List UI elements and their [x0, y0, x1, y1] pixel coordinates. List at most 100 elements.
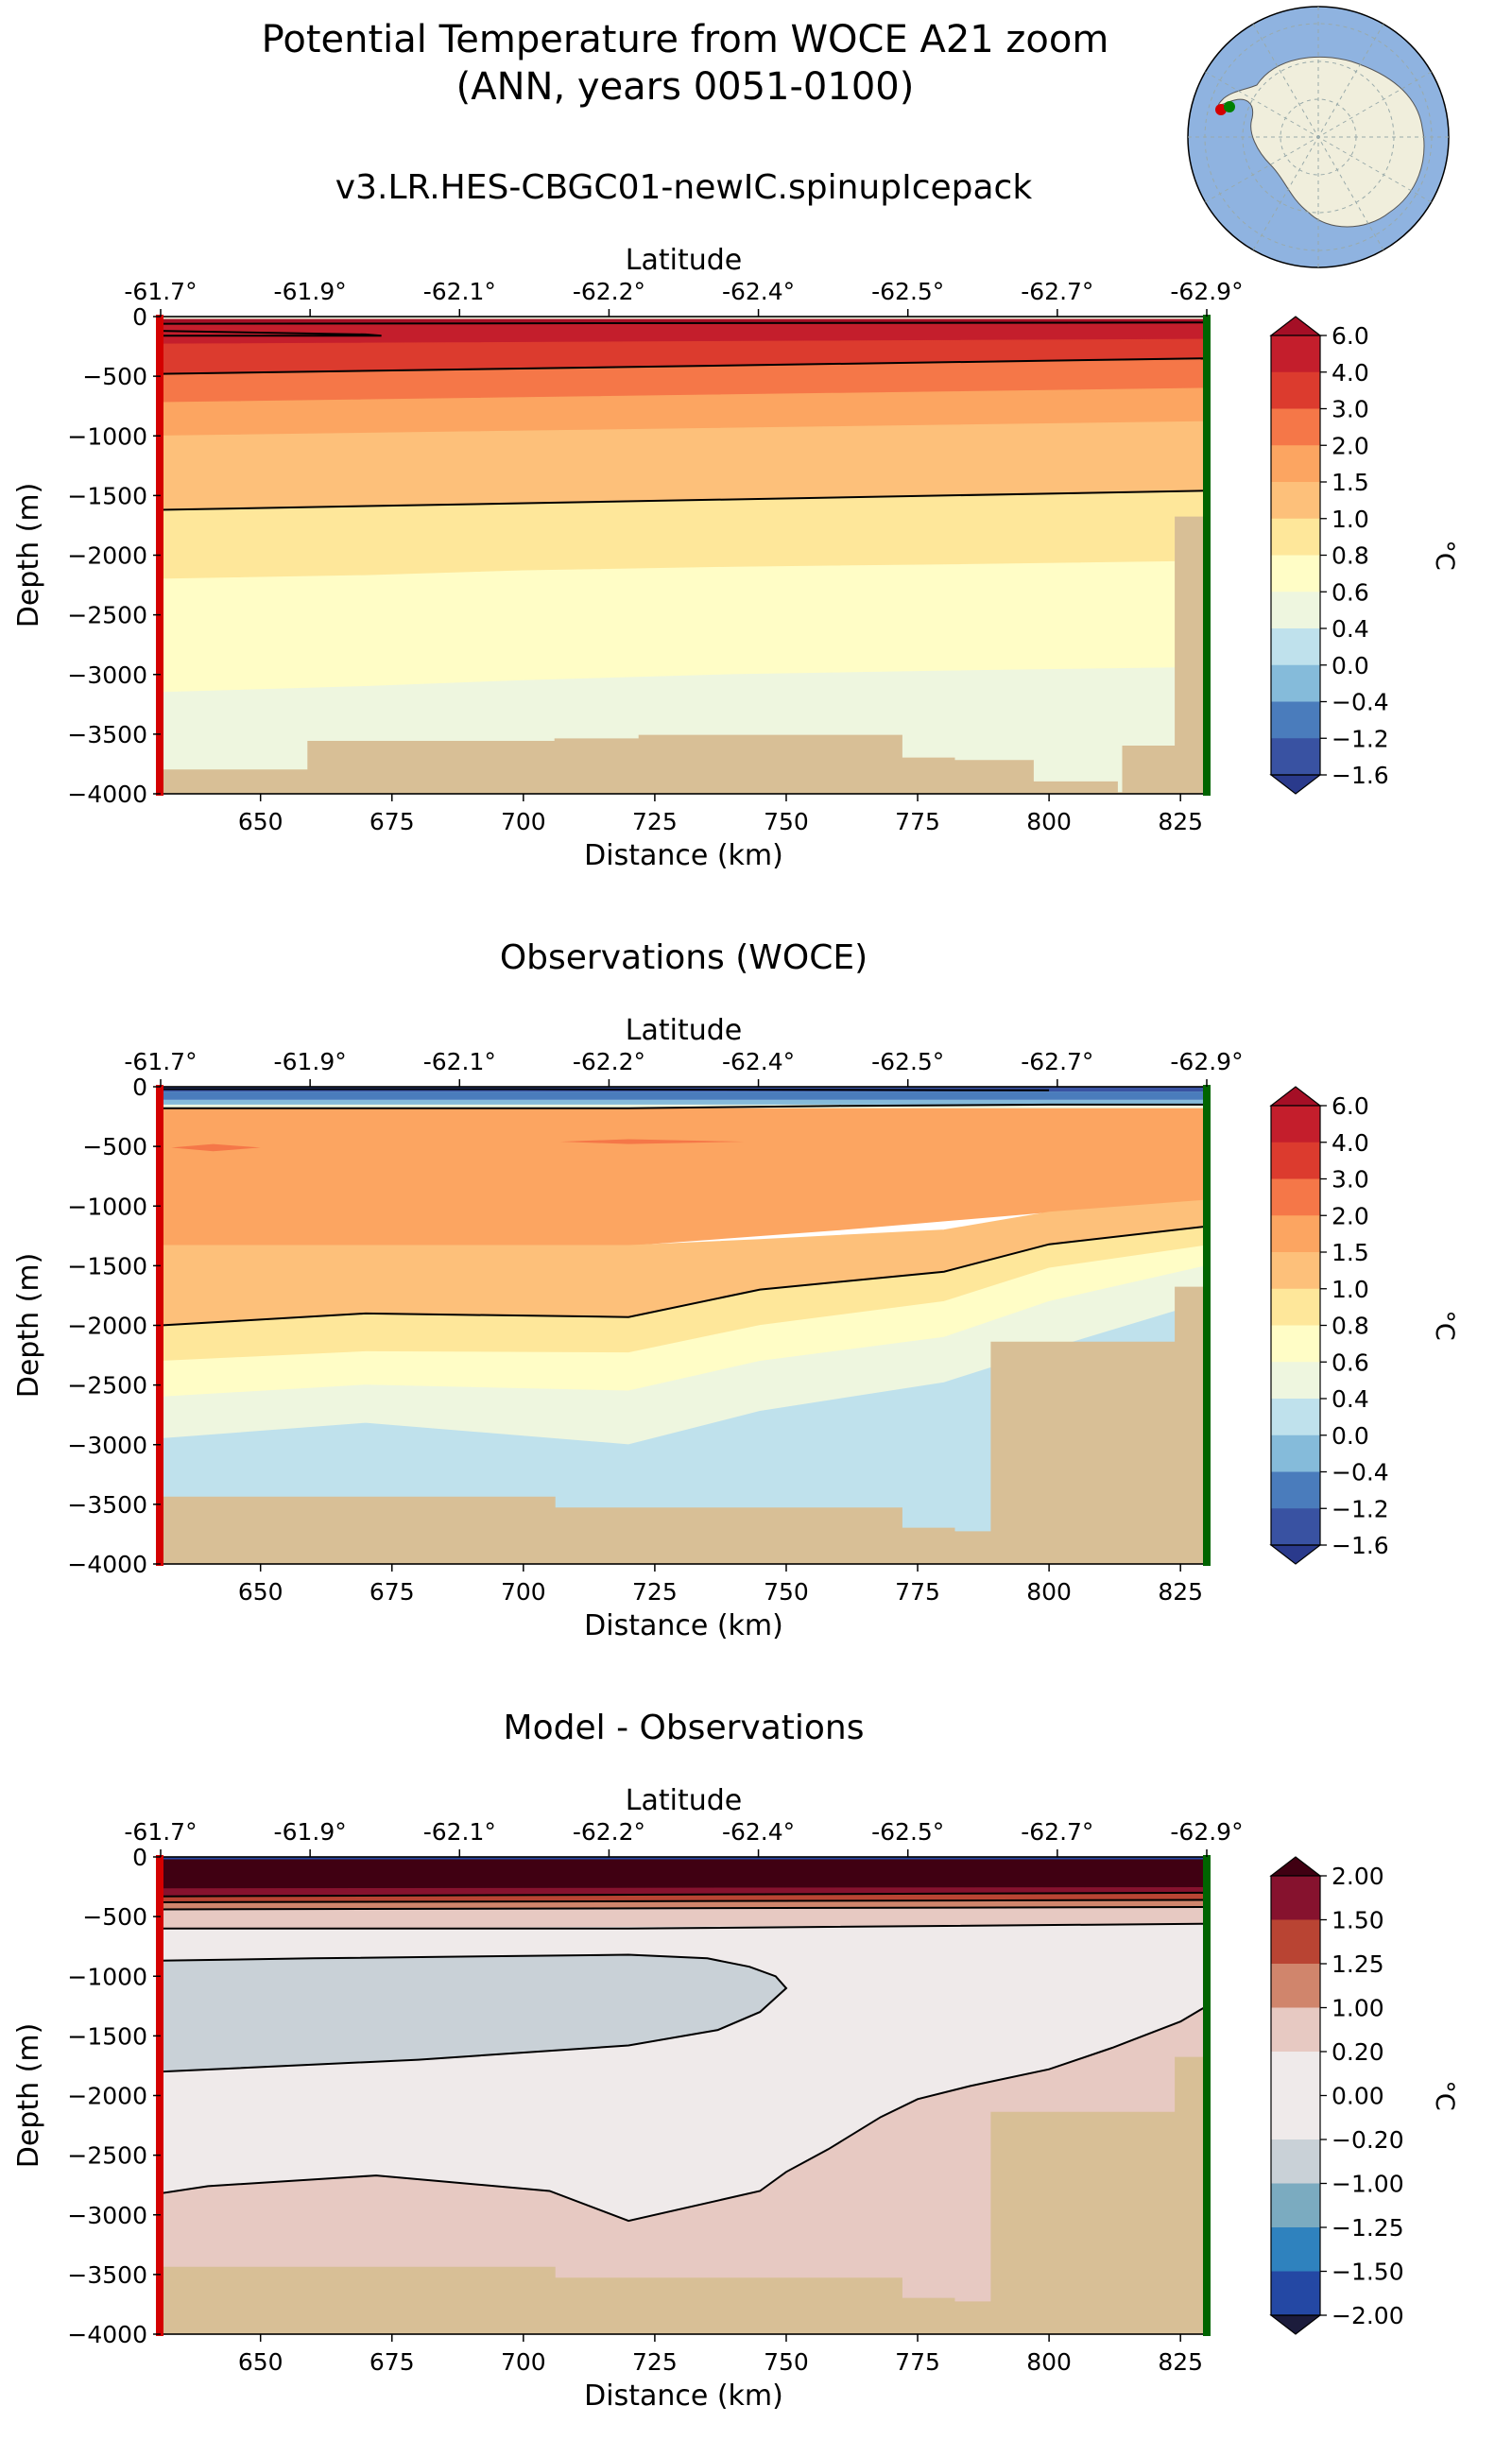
top-axis-label: Latitude	[626, 244, 742, 277]
contour-blob	[171, 1143, 261, 1152]
y-tick-label: −2000	[67, 2083, 147, 2110]
lat-tick-label: -62.1°	[423, 1818, 496, 1846]
x-tick-label: 775	[895, 1578, 940, 1606]
y-tick-label: −4000	[67, 781, 147, 808]
lat-tick-label: -62.9°	[1170, 1818, 1243, 1846]
contour-blob	[559, 1139, 745, 1144]
lat-tick-label: -61.7°	[124, 278, 197, 305]
colorbar-tick-label: 3.0	[1332, 1166, 1369, 1194]
bathymetry-land	[161, 2056, 1207, 2334]
colorbar-swatch	[1271, 2007, 1320, 2053]
y-tick-label: −4000	[67, 2321, 147, 2348]
colorbar-tick-label: 4.0	[1332, 359, 1369, 387]
contour-band	[161, 421, 1207, 510]
colorbar: 2.00 1.50 1.25 1.00 0.20 0.00 −0.20 −1.00 −1.25 −…	[1269, 1856, 1459, 2335]
colorbar-tick-label: −1.6	[1332, 1532, 1389, 1559]
colorbar-swatch	[1271, 371, 1320, 409]
colorbar-swatch	[1271, 1106, 1320, 1143]
colorbar-tick-label: 1.25	[1332, 1950, 1384, 1978]
colorbar-swatch	[1271, 2052, 1320, 2096]
contour-line	[161, 1225, 1207, 1327]
contour-line	[161, 1088, 1050, 1091]
lat-tick-label: -62.5°	[871, 1048, 944, 1075]
colorbar-swatch	[1271, 1964, 1320, 2008]
colorbar-swatch	[1271, 628, 1320, 666]
y-tick-label: −1000	[67, 422, 147, 450]
contour-line	[161, 1922, 1207, 1930]
lat-tick-label: -61.9°	[274, 278, 347, 305]
contour-line	[161, 1891, 1207, 1898]
y-tick-label: −2500	[67, 2142, 147, 2170]
lat-tick-label: -62.9°	[1170, 1048, 1243, 1075]
lat-tick-label: -61.9°	[274, 1818, 347, 1846]
x-axis-label: Distance (km)	[584, 1609, 783, 1642]
colorbar-swatch	[1271, 1919, 1320, 1965]
y-tick-label: −500	[82, 1903, 147, 1931]
colorbar-swatch	[1271, 1471, 1320, 1509]
colorbar-swatch	[1271, 592, 1320, 629]
y-tick-label: −1000	[67, 1963, 147, 1990]
colorbar-tick-label: 6.0	[1332, 322, 1369, 350]
colorbar: 6.0 4.0 3.0 2.0 1.5 1.0 0.8 0.6 0.4 0.0 −0.4 −1.2 −1…	[1269, 1086, 1459, 1565]
x-tick-label: 800	[1026, 808, 1072, 835]
colorbar-tick-label: 0.4	[1332, 1385, 1369, 1413]
colorbar-swatch	[1271, 408, 1320, 446]
surface-band	[161, 1099, 1207, 1105]
colorbar-tick-label: 0.00	[1332, 2083, 1384, 2110]
y-tick-label: −500	[82, 363, 147, 390]
y-tick-label: 0	[132, 1844, 147, 1871]
bathymetry-land	[161, 516, 1207, 794]
colorbar-swatch	[1271, 1399, 1320, 1436]
contour-region	[161, 2005, 1207, 2334]
contour-line	[161, 1103, 1207, 1109]
colorbar-label: °C	[1430, 2080, 1459, 2110]
lat-tick-label: -62.5°	[871, 278, 944, 305]
x-tick-label: 725	[632, 808, 678, 835]
contour-line	[161, 2004, 1207, 2223]
colorbar-swatch	[1271, 445, 1320, 483]
lat-tick-label: -62.2°	[573, 278, 645, 305]
section-end-marker	[1203, 315, 1211, 796]
lat-tick-label: -62.7°	[1021, 278, 1093, 305]
colorbar-tick-label: 0.0	[1332, 1422, 1369, 1450]
colorbar-tick-label: −0.20	[1332, 2126, 1404, 2154]
x-tick-label: 700	[501, 2348, 546, 2376]
colorbar-swatch	[1271, 2183, 1320, 2228]
plot-area	[161, 1087, 1207, 1564]
bathymetry-land	[161, 1286, 1207, 1564]
colorbar-swatch	[1271, 1288, 1320, 1326]
panel-title: Model - Observations	[504, 1709, 865, 1747]
contour-line	[161, 490, 1207, 511]
x-axis-label: Distance (km)	[584, 839, 783, 872]
y-tick-label: −3000	[67, 1432, 147, 1459]
colorbar-tick-label: 1.0	[1332, 506, 1369, 533]
y-tick-label: −1500	[67, 1252, 147, 1280]
colorbar-swatch	[1271, 1435, 1320, 1472]
colorbar-swatch	[1271, 1876, 1320, 1920]
colorbar-tick-label: 0.8	[1332, 1313, 1369, 1340]
section-end-marker	[1203, 1855, 1211, 2336]
colorbar-swatch	[1271, 1252, 1320, 1290]
y-tick-label: −3500	[67, 1491, 147, 1519]
x-tick-label: 675	[369, 2348, 415, 2376]
lat-tick-label: -62.2°	[573, 1818, 645, 1846]
x-tick-label: 825	[1158, 808, 1203, 835]
colorbar-swatch	[1271, 664, 1320, 702]
colorbar-tick-label: 1.5	[1332, 469, 1369, 496]
surface-band	[161, 1104, 1207, 1108]
colorbar-tick-label: 0.4	[1332, 615, 1369, 643]
colorbar-tick-label: −1.2	[1332, 725, 1389, 752]
colorbar-tick-label: 0.6	[1332, 1349, 1369, 1376]
x-tick-label: 800	[1026, 1578, 1072, 1606]
colorbar-swatch	[1271, 482, 1320, 520]
x-tick-label: 775	[895, 2348, 940, 2376]
colorbar-tick-label: −1.50	[1332, 2259, 1404, 2286]
x-tick-label: 725	[632, 2348, 678, 2376]
lat-tick-label: -62.7°	[1021, 1818, 1093, 1846]
colorbar-tick-label: 0.20	[1332, 2038, 1384, 2066]
section-end-marker	[1203, 1085, 1211, 1566]
colorbar-swatch	[1271, 738, 1320, 776]
colorbar-extend-min	[1269, 774, 1322, 795]
colorbar: 6.0 4.0 3.0 2.0 1.5 1.0 0.8 0.6 0.4 0.0 −0.4 −1.2 −1…	[1269, 316, 1459, 795]
